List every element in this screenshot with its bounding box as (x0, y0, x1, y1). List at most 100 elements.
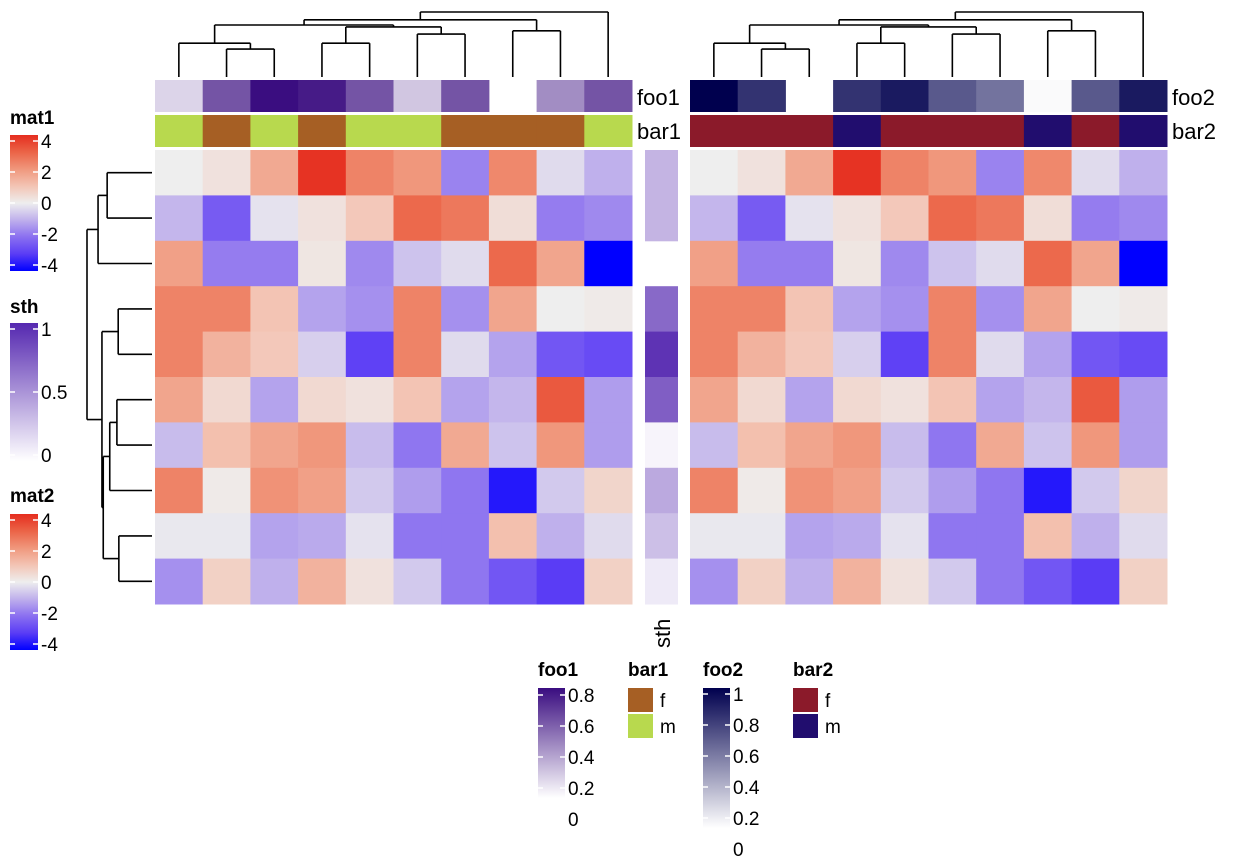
mat2-cell (1071, 377, 1120, 423)
foo2-cell (880, 80, 929, 112)
mat2-cell (976, 195, 1025, 242)
mat1-cell (488, 513, 538, 560)
mat1-cell (298, 377, 347, 423)
sth-cell (645, 150, 678, 196)
mat1-cell (155, 240, 204, 287)
mat1-cell (250, 195, 299, 242)
legend-mat1-tick-label: -2 (41, 225, 58, 246)
foo1-cell (155, 80, 204, 112)
mat1-cell (488, 195, 538, 242)
mat2-cell (880, 377, 929, 423)
mat2-cell (1023, 286, 1073, 333)
mat1-cell (584, 467, 633, 514)
foo2-label: foo2 (1172, 85, 1215, 110)
mat1-cell (536, 513, 585, 560)
mat2-cell (976, 513, 1025, 560)
mat2-cell (737, 558, 786, 605)
mat1-cell (393, 286, 442, 333)
mat2-cell (833, 195, 882, 242)
mat2-cell (976, 150, 1025, 196)
mat2-cell (1119, 422, 1168, 469)
mat1-cell (345, 286, 394, 333)
legend-foo1-tick-label: 0.8 (568, 686, 594, 707)
bar1-cell (584, 115, 633, 147)
mat2-cell (690, 331, 739, 378)
mat1-cell (441, 240, 490, 287)
mat2-cell (737, 377, 786, 423)
mat2-cell (785, 286, 834, 333)
mat1-cell (536, 558, 585, 605)
mat2-cell (880, 467, 929, 514)
sth-column-label: sth (650, 619, 675, 648)
mat1-cell (584, 240, 633, 287)
mat1-cell (488, 286, 538, 333)
legend-mat2-tick-label: -2 (41, 604, 58, 625)
mat2-cell (928, 377, 977, 423)
mat2-cell (1119, 513, 1168, 560)
mat1-cell (584, 195, 633, 242)
legend-foo1-title: foo1 (538, 660, 579, 681)
mat1-cell (202, 331, 251, 378)
mat1-cell (250, 240, 299, 287)
legend-bar1-title: bar1 (628, 660, 669, 681)
legend-mat2-tick-label: 4 (41, 511, 52, 532)
mat1-cell (584, 513, 633, 560)
mat1-cell (488, 240, 538, 287)
mat1-cell (441, 150, 490, 196)
mat2-cell (928, 195, 977, 242)
mat1-cell (202, 467, 251, 514)
mat2-cell (785, 422, 834, 469)
legend-bar2-title: bar2 (793, 660, 833, 681)
bar2-cell (690, 115, 739, 147)
mat1-cell (250, 422, 299, 469)
foo1-cell (250, 80, 299, 112)
mat1-cell (393, 558, 442, 605)
mat1-cell (488, 150, 538, 196)
mat1-cell (345, 240, 394, 287)
foo1-cell (441, 80, 490, 112)
mat1-cell (250, 150, 299, 196)
mat1-cell (536, 331, 585, 378)
legend-foo1-tick-label: 0.2 (568, 779, 594, 800)
bar2-cell (1023, 115, 1073, 147)
mat2-cell (880, 286, 929, 333)
foo2-cell (690, 80, 739, 112)
mat2-cell (1023, 467, 1073, 514)
mat1-cell (202, 377, 251, 423)
mat1-cell (345, 195, 394, 242)
mat2-cell (1023, 240, 1073, 287)
mat1-cell (250, 558, 299, 605)
legend-foo1-colorbar (538, 688, 565, 798)
mat2-cell (1023, 558, 1073, 605)
mat1-cell (393, 331, 442, 378)
mat1-cell (202, 150, 251, 196)
mat2-cell (833, 422, 882, 469)
mat2-cell (690, 150, 739, 196)
mat1-cell (488, 331, 538, 378)
mat1-cell (155, 286, 204, 333)
mat2-cell (928, 422, 977, 469)
mat1-cell (155, 558, 204, 605)
mat1-cell (393, 240, 442, 287)
foo1-cell (536, 80, 585, 112)
legend-mat1-tick-label: 0 (41, 194, 52, 215)
mat2-cell (690, 558, 739, 605)
legend-mat1-tick-label: 2 (41, 163, 52, 184)
mat2-cell (833, 558, 882, 605)
foo1-cell (202, 80, 251, 112)
mat2-cell (976, 422, 1025, 469)
mat1-cell (488, 377, 538, 423)
mat1-cell (202, 422, 251, 469)
legend-sth-tick-label: 0.5 (41, 383, 67, 404)
mat1-cell (155, 513, 204, 560)
mat1-cell (345, 331, 394, 378)
mat2-cell (1071, 513, 1120, 560)
legend-foo2-tick-label: 1 (733, 685, 744, 706)
mat2-cell (928, 558, 977, 605)
mat1-cell (393, 195, 442, 242)
mat1-cell (584, 558, 633, 605)
foo2-cell (1071, 80, 1120, 112)
mat1-cell (441, 377, 490, 423)
mat2-cell (1119, 331, 1168, 378)
mat1-cell (202, 195, 251, 242)
